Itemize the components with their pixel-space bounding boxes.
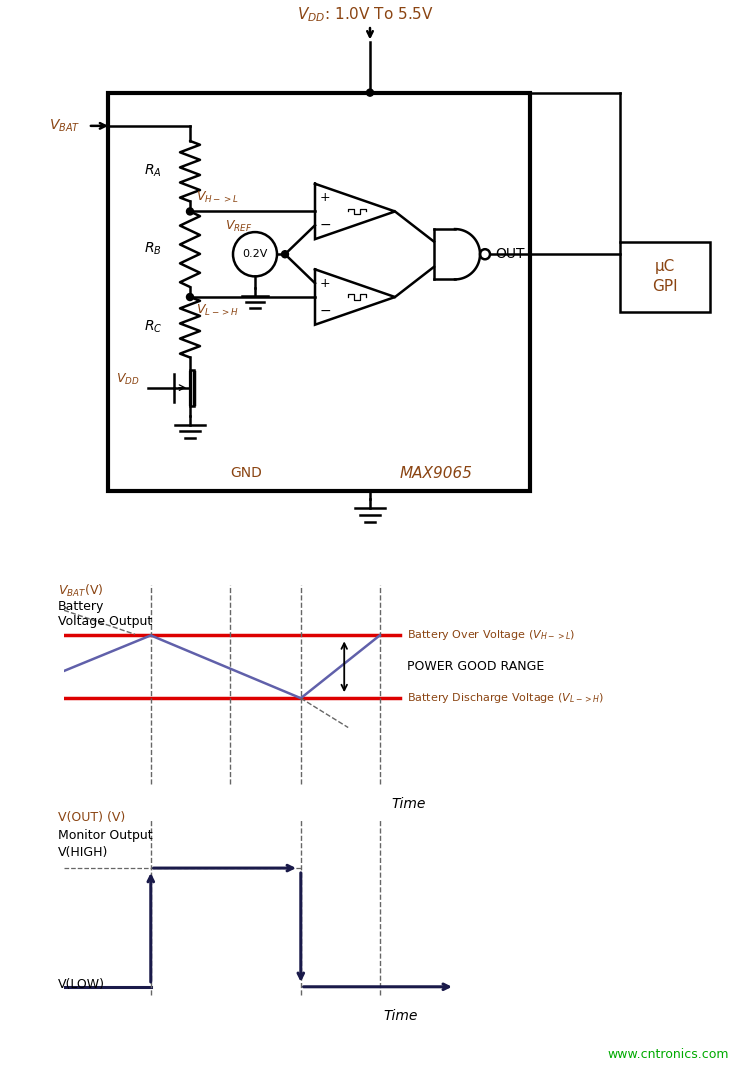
Text: POWER GOOD RANGE: POWER GOOD RANGE (408, 661, 544, 673)
Bar (108, 92, 530, 492)
Text: $V_{BAT}$(V): $V_{BAT}$(V) (58, 583, 104, 599)
Text: MAX9065: MAX9065 (400, 466, 473, 481)
Text: $R_C$: $R_C$ (144, 319, 162, 335)
Circle shape (366, 89, 374, 97)
Text: Voltage Output: Voltage Output (58, 615, 152, 628)
Text: $V_{H->L}$: $V_{H->L}$ (196, 190, 239, 205)
Text: GND: GND (230, 466, 262, 480)
Text: OUT: OUT (495, 247, 524, 261)
Text: +: + (320, 191, 330, 204)
Text: $V_{DD}$: $V_{DD}$ (116, 372, 140, 387)
Text: Monitor Output: Monitor Output (58, 828, 153, 842)
Text: $R_B$: $R_B$ (144, 241, 162, 258)
Text: $V_{DD}$: 1.0V To 5.5V: $V_{DD}$: 1.0V To 5.5V (296, 5, 433, 25)
Text: Battery: Battery (58, 599, 105, 613)
Text: $V_{BAT}$: $V_{BAT}$ (49, 118, 80, 134)
Text: $R_A$: $R_A$ (144, 163, 162, 179)
Text: V(OUT) (V): V(OUT) (V) (58, 811, 126, 824)
Text: Battery Discharge Voltage ($V_{L->H}$): Battery Discharge Voltage ($V_{L->H}$) (408, 692, 605, 706)
Bar (620, 242, 710, 313)
Text: −: − (319, 304, 331, 318)
Text: −: − (319, 218, 331, 232)
Text: 0.2V: 0.2V (242, 249, 268, 259)
Text: $V_{REF}$: $V_{REF}$ (225, 218, 253, 233)
Text: Battery Over Voltage ($V_{H->L}$): Battery Over Voltage ($V_{H->L}$) (408, 628, 575, 642)
Text: V(HIGH): V(HIGH) (58, 846, 108, 859)
Circle shape (186, 208, 193, 215)
Text: μC: μC (655, 259, 675, 274)
Text: Time: Time (384, 1008, 418, 1022)
Text: Time: Time (392, 797, 426, 811)
Text: V(LOW): V(LOW) (58, 978, 105, 991)
Text: www.cntronics.com: www.cntronics.com (608, 1048, 729, 1061)
Text: +: + (320, 277, 330, 290)
Circle shape (186, 293, 193, 301)
Text: $V_{L->H}$: $V_{L->H}$ (196, 303, 239, 318)
Circle shape (281, 250, 289, 258)
Text: GPI: GPI (652, 279, 678, 294)
